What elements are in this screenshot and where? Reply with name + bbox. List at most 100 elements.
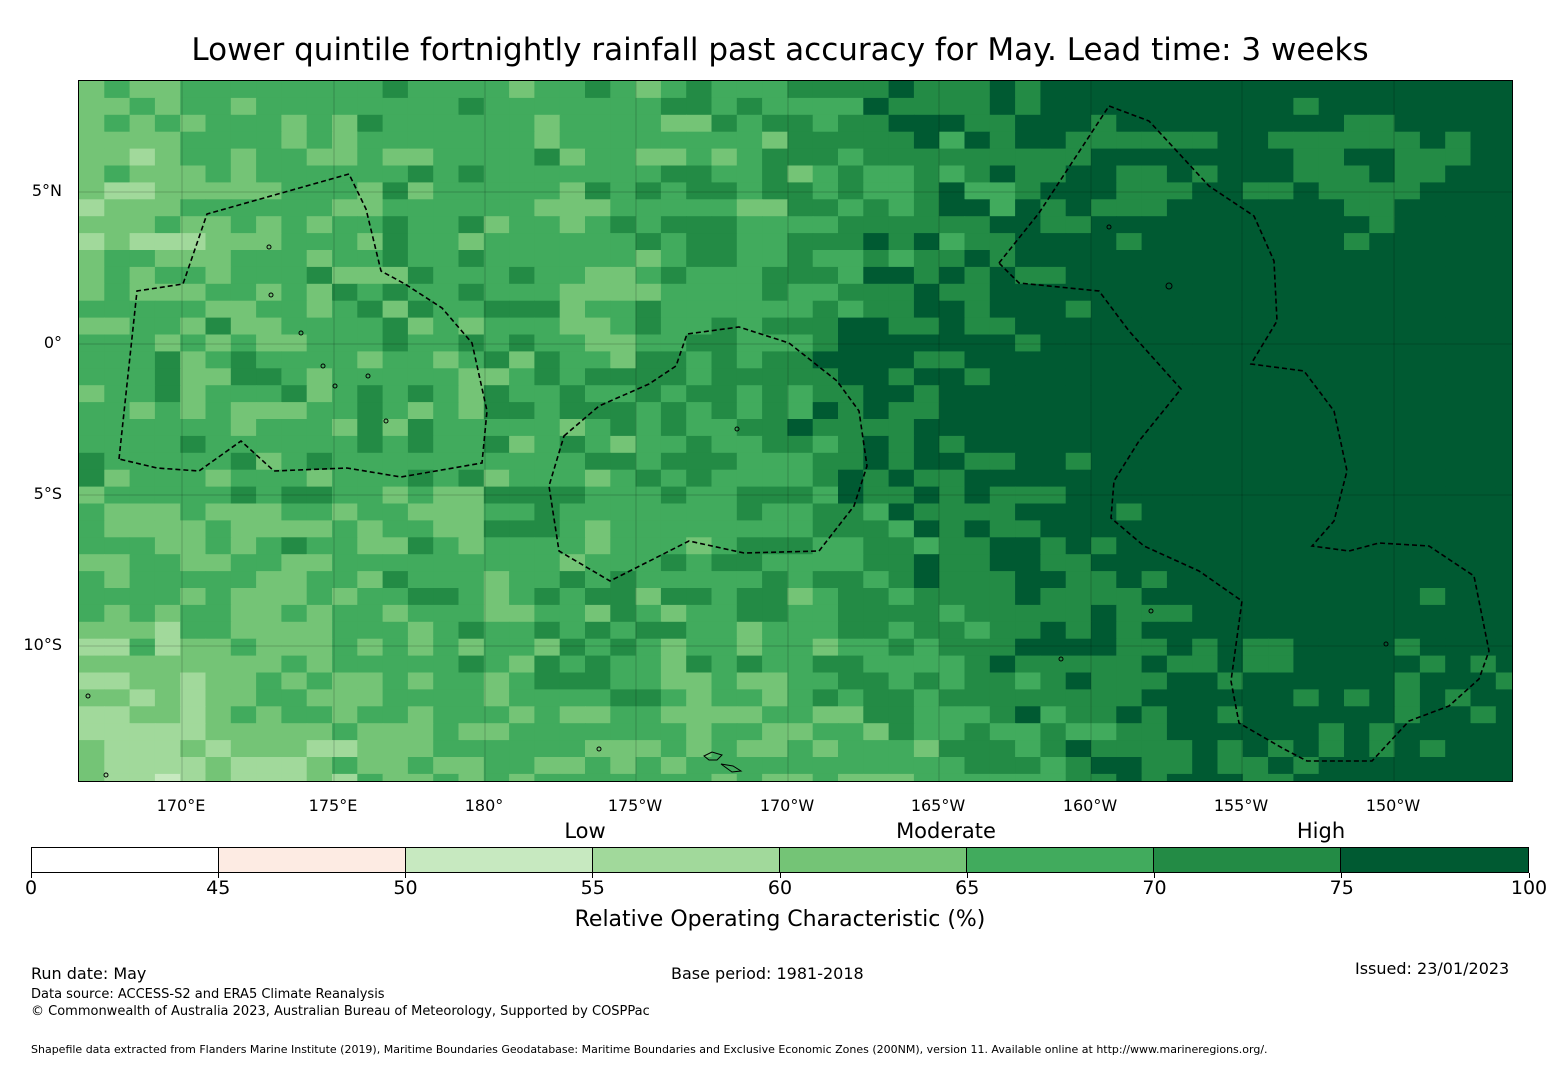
heatmap-cell <box>635 757 662 775</box>
heatmap-cell <box>1318 114 1345 133</box>
heatmap-cell <box>458 689 485 707</box>
heatmap-cell <box>686 419 713 437</box>
heatmap-cell <box>1369 81 1396 99</box>
heatmap-cell <box>1318 469 1345 488</box>
heatmap-cell <box>230 452 257 471</box>
colorbar-tick-label: 55 <box>580 877 605 899</box>
heatmap-cell <box>1470 334 1497 352</box>
heatmap-cell <box>1116 604 1143 623</box>
heatmap-cell <box>711 740 738 758</box>
heatmap-cell <box>1445 402 1472 420</box>
heatmap-cell <box>1495 283 1512 302</box>
heatmap-cell <box>559 655 586 674</box>
heatmap-cell <box>407 723 434 741</box>
heatmap-cell <box>433 419 460 437</box>
heatmap-cell <box>1015 199 1041 217</box>
colorbar-tick <box>405 873 406 878</box>
heatmap-cell <box>357 689 384 707</box>
heatmap-cell <box>762 266 788 285</box>
heatmap-cell <box>104 571 131 589</box>
heatmap-cell <box>79 757 105 775</box>
heatmap-cell <box>1065 81 1092 99</box>
heatmap-cell <box>1040 81 1067 99</box>
heatmap-cell <box>306 283 333 302</box>
colorbar-tick <box>1341 873 1343 878</box>
heatmap-cell <box>1369 368 1396 386</box>
heatmap-cell <box>1293 402 1320 420</box>
heatmap-cell <box>1268 233 1294 251</box>
heatmap-cell <box>787 638 814 657</box>
heatmap-cell <box>1091 81 1117 99</box>
heatmap-cell <box>812 368 839 386</box>
eez-boundary-east <box>997 105 1490 762</box>
heatmap-cell <box>407 537 434 555</box>
heatmap-cell <box>1293 604 1320 623</box>
heatmap-cell <box>1242 368 1269 386</box>
heatmap-cell <box>1495 266 1512 285</box>
heatmap-cell <box>1091 672 1117 690</box>
heatmap-cell <box>660 773 687 781</box>
heatmap-cell <box>787 165 814 183</box>
heatmap-cell <box>281 503 308 521</box>
heatmap-cell <box>1166 199 1193 217</box>
heatmap-cell <box>838 317 864 336</box>
heatmap-cell <box>1445 672 1472 690</box>
heatmap-cell <box>256 757 282 775</box>
heatmap-cell <box>1040 621 1067 640</box>
heatmap-cell <box>1344 757 1370 775</box>
heatmap-cell <box>281 300 308 319</box>
heatmap-cell <box>1166 604 1193 623</box>
heatmap-cell <box>154 385 181 403</box>
heatmap-cell <box>306 655 333 674</box>
heatmap-cell <box>863 672 890 690</box>
heatmap-cell <box>1217 182 1244 200</box>
heatmap-cell <box>939 638 966 657</box>
heatmap-cell <box>1116 250 1143 268</box>
heatmap-cell <box>1015 571 1041 589</box>
heatmap-cell <box>863 385 890 403</box>
heatmap-cell <box>382 317 409 336</box>
heatmap-cell <box>1495 723 1512 741</box>
heatmap-cell <box>230 621 257 640</box>
heatmap-cell <box>1116 452 1143 471</box>
heatmap-cell <box>483 250 510 268</box>
heatmap-cell <box>888 182 915 200</box>
heatmap-cell <box>1394 300 1421 319</box>
heatmap-cell <box>458 621 485 640</box>
heatmap-cell <box>230 604 257 623</box>
island-outline <box>703 751 723 761</box>
heatmap-cell <box>256 317 282 336</box>
heatmap-cell <box>1318 757 1345 775</box>
island-outlines <box>85 224 1389 778</box>
heatmap-cell <box>888 588 915 606</box>
heatmap-cell <box>610 334 637 352</box>
heatmap-cell <box>79 689 105 707</box>
heatmap-cell <box>1141 520 1168 538</box>
heatmap-cell <box>1293 621 1320 640</box>
heatmap-cell <box>1293 655 1320 674</box>
heatmap-cell <box>711 706 738 724</box>
heatmap-cell <box>256 689 282 707</box>
heatmap-cell <box>129 638 156 657</box>
heatmap-cell <box>256 233 282 251</box>
heatmap-cell <box>1065 165 1092 183</box>
heatmap-cell <box>154 250 181 268</box>
heatmap-cell <box>1268 317 1294 336</box>
heatmap-cell <box>1268 757 1294 775</box>
heatmap-cell <box>1242 621 1269 640</box>
heatmap-cell <box>635 469 662 488</box>
heatmap-cell <box>1318 317 1345 336</box>
heatmap-cell <box>585 740 611 758</box>
heatmap-cell <box>1065 554 1092 572</box>
heatmap-cell <box>660 588 687 606</box>
heatmap-cell <box>281 114 308 133</box>
heatmap-cell <box>534 283 561 302</box>
heatmap-cell <box>1116 283 1143 302</box>
heatmap-cell <box>787 452 814 471</box>
heatmap-cell <box>104 182 131 200</box>
heatmap-cell <box>357 250 384 268</box>
heatmap-cell <box>79 723 105 741</box>
heatmap-cell <box>205 740 232 758</box>
heatmap-cell <box>407 182 434 200</box>
heatmap-cell <box>711 114 738 133</box>
